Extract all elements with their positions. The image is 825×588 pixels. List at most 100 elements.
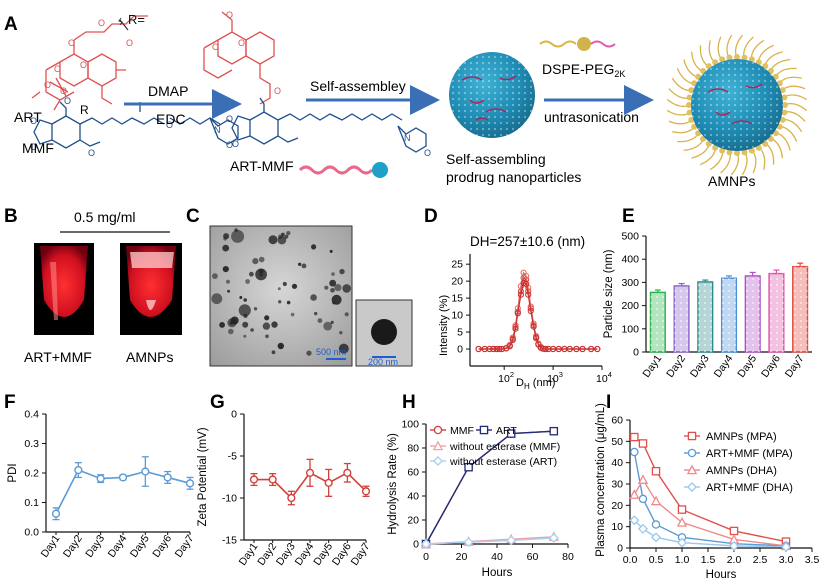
hydrolysis-chart: 0 20 40 60 80 100 0 20 40 60 80 Hours Hydrolysis Rat… bbox=[387, 419, 574, 580]
y-tick-label: 40 bbox=[407, 491, 419, 503]
dmap-label: DMAP bbox=[148, 83, 188, 99]
tem-particle bbox=[323, 321, 333, 331]
mmf-label: MMF bbox=[22, 140, 54, 156]
svg-text:O: O bbox=[88, 148, 95, 158]
mmf-structure: O O O O N O O bbox=[30, 96, 239, 158]
y-tick-label: 200 bbox=[621, 300, 639, 312]
h-point bbox=[420, 538, 432, 550]
amnps-nanoparticle-icon bbox=[691, 59, 783, 151]
y-tick-label: -15 bbox=[222, 535, 237, 547]
x-tick-label: 0.0 bbox=[623, 554, 638, 566]
x-tick-label: 103 bbox=[547, 370, 563, 385]
panel-label-c: C bbox=[186, 206, 200, 227]
svg-text:O: O bbox=[80, 60, 87, 70]
y-tick-label: 60 bbox=[407, 467, 419, 479]
tem-particle bbox=[311, 244, 317, 250]
tem-particle bbox=[228, 328, 234, 335]
svg-text:O: O bbox=[232, 139, 239, 149]
pdi-chart: 0.00.10.20.30.4PDIDay1Day2Day3Day4Day5Da… bbox=[7, 409, 197, 560]
y-tick-label: 50 bbox=[611, 436, 623, 448]
d-ylabel: Intensity (%) bbox=[438, 295, 450, 356]
tem-particle bbox=[222, 244, 230, 252]
tem-particle bbox=[258, 256, 265, 263]
tem-particle bbox=[253, 307, 258, 311]
y-tick-label: -10 bbox=[222, 493, 237, 505]
h-point bbox=[506, 535, 517, 546]
tem-particle bbox=[332, 301, 336, 305]
legend-label: without esterase (ART) bbox=[449, 456, 557, 468]
x-tick-label: Day6 bbox=[330, 541, 354, 568]
h-point bbox=[463, 537, 474, 548]
tick-base: 10 bbox=[547, 373, 559, 385]
zeta-chart: -15 -10 -5 0 Zeta Potential (mV) Day1Day2Day3… bbox=[197, 409, 373, 568]
x-tick-label: Day1 bbox=[237, 541, 261, 568]
legend-marker bbox=[687, 431, 697, 441]
y-tick-label: 0.1 bbox=[24, 497, 39, 509]
dh-point bbox=[509, 336, 516, 343]
tube-art-mmf bbox=[34, 243, 94, 335]
scale-label-inset: 200 nm bbox=[368, 357, 398, 367]
dh-point bbox=[566, 345, 573, 353]
dh-point bbox=[533, 335, 540, 342]
y-tick-label: -5 bbox=[228, 451, 237, 463]
dspe-head bbox=[726, 149, 733, 156]
tem-particle bbox=[222, 266, 229, 273]
data-point-Day3 bbox=[96, 474, 105, 483]
x-tick-label: 0 bbox=[423, 551, 429, 563]
tem-particle bbox=[211, 293, 223, 305]
dh-point bbox=[523, 280, 530, 287]
tube-label-right: AMNPs bbox=[126, 349, 173, 365]
panel-label-a: A bbox=[4, 14, 18, 35]
svg-text:O: O bbox=[226, 114, 233, 124]
tem-particle bbox=[339, 331, 343, 335]
y-tick-label: 0 bbox=[413, 539, 419, 551]
panel-label-d: D bbox=[424, 206, 438, 227]
i-point bbox=[677, 505, 687, 514]
dh-point bbox=[512, 325, 519, 332]
i-point bbox=[729, 526, 739, 536]
concentration-label: 0.5 mg/ml bbox=[74, 209, 135, 225]
art-mmf-label: ART-MMF bbox=[230, 158, 294, 174]
i-point bbox=[651, 466, 661, 476]
dh-point bbox=[506, 343, 513, 350]
tem-particle bbox=[286, 231, 291, 236]
x-tick-label: Day4 bbox=[712, 353, 736, 380]
i-point bbox=[629, 489, 640, 499]
g-ylabel: Zeta Potential (mV) bbox=[197, 427, 209, 526]
y-tick-label: 20 bbox=[407, 515, 419, 527]
x-tick-label: Day7 bbox=[783, 353, 807, 380]
i-point bbox=[637, 523, 649, 534]
r-equals-label: R= bbox=[128, 12, 145, 27]
tem-particle bbox=[245, 279, 251, 284]
y-tick-label: 5 bbox=[457, 327, 463, 339]
dh-point bbox=[486, 345, 493, 353]
h-point bbox=[549, 426, 559, 436]
svg-text:N: N bbox=[214, 125, 221, 135]
i-point bbox=[780, 541, 792, 552]
h-point bbox=[506, 429, 516, 438]
y-tick-label: 40 bbox=[611, 457, 623, 469]
dspe-head bbox=[726, 54, 733, 61]
dh-point bbox=[498, 345, 505, 353]
svg-text:O: O bbox=[30, 116, 37, 126]
y-tick-label: 0 bbox=[633, 347, 639, 359]
dh-point bbox=[588, 345, 595, 353]
tem-particle bbox=[227, 289, 231, 293]
i-point bbox=[676, 537, 688, 548]
i-point bbox=[630, 447, 639, 457]
i-point bbox=[629, 515, 640, 526]
tem-particle bbox=[306, 350, 312, 356]
tem-particle bbox=[249, 271, 254, 277]
y-tick-label: 25 bbox=[451, 259, 463, 271]
tem-particle bbox=[298, 262, 302, 266]
edc-label: EDC bbox=[156, 111, 186, 127]
size-bar-texture bbox=[721, 278, 737, 352]
svg-text:O: O bbox=[226, 140, 233, 150]
tick-exp: 2 bbox=[510, 370, 514, 379]
f-ylabel: PDI bbox=[7, 463, 19, 482]
x-tick-label: Day4 bbox=[106, 533, 130, 560]
dspe-head bbox=[781, 94, 788, 101]
y-tick-label: 15 bbox=[451, 293, 463, 305]
size-bar-texture bbox=[674, 285, 689, 352]
dspe-head bbox=[686, 109, 693, 116]
